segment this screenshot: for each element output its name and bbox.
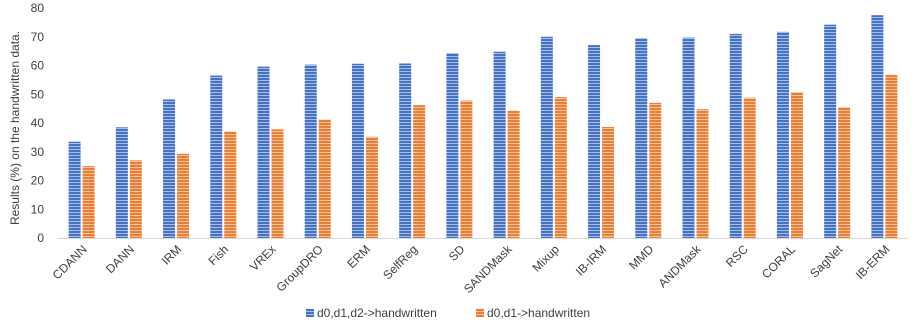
- y-tick-label: 70: [31, 30, 45, 44]
- bar-series-1: [729, 33, 742, 238]
- bar-series-1: [493, 51, 506, 239]
- bar-series-2: [177, 153, 190, 238]
- x-tick-label: RSC: [723, 242, 751, 270]
- legend-label: d0,d1->handwritten: [487, 306, 590, 320]
- x-tick-label: ANDMask: [656, 242, 705, 291]
- x-tick-label: IB-IRM: [573, 242, 609, 278]
- x-tick-label: IB-ERM: [853, 242, 893, 282]
- y-tick-label: 40: [31, 116, 45, 130]
- x-tick-label: SD: [446, 242, 468, 264]
- bar-series-2: [602, 127, 615, 238]
- bar-series-2: [696, 109, 709, 238]
- bar-series-2: [224, 131, 237, 238]
- bar-series-1: [635, 38, 648, 238]
- y-tick-label: 50: [31, 87, 45, 101]
- y-tick-label: 30: [31, 145, 45, 159]
- bar-series-2: [649, 102, 662, 238]
- bar-series-2: [271, 129, 284, 238]
- legend-label: d0,d1,d2->handwritten: [317, 306, 437, 320]
- x-tick-label: ERM: [344, 242, 373, 271]
- bar-series-1: [588, 45, 601, 239]
- y-axis-title: Results (%) on the handwritten data.: [8, 31, 22, 225]
- y-tick-label: 20: [31, 174, 45, 188]
- bar-series-1: [824, 24, 837, 238]
- bar-series-1: [304, 64, 317, 238]
- bar-series-2: [790, 92, 803, 238]
- bar-series-2: [413, 105, 426, 238]
- bar-series-1: [871, 15, 884, 238]
- y-tick-label: 10: [31, 202, 45, 216]
- x-tick-label: Fish: [205, 242, 231, 268]
- bar-series-2: [885, 74, 898, 238]
- bar-series-1: [776, 31, 789, 238]
- bar-series-2: [460, 100, 473, 238]
- legend: d0,d1,d2->handwritten d0,d1->handwritten: [306, 306, 590, 320]
- bar-series-2: [554, 97, 567, 238]
- bar-series-2: [838, 107, 851, 238]
- bar-series-1: [540, 36, 553, 238]
- x-tick-label: SelfReg: [380, 242, 420, 282]
- bar-series-2: [82, 166, 95, 238]
- y-tick-label: 60: [31, 59, 45, 73]
- x-tick-label: SagNet: [807, 242, 846, 281]
- bar-series-2: [743, 97, 756, 238]
- y-axis: 0 10 20 30 40 50 60 70 80: [31, 1, 45, 245]
- bar-series-2: [365, 136, 378, 238]
- x-tick-label: MMD: [626, 242, 656, 272]
- bar-series-1: [210, 75, 223, 238]
- x-tick-label: IRM: [159, 242, 184, 267]
- bar-series-1: [399, 63, 412, 238]
- bar-series-1: [257, 66, 270, 239]
- x-tick-label: Mixup: [529, 242, 562, 275]
- y-tick-label: 80: [31, 1, 45, 15]
- bar-series-1: [682, 37, 695, 238]
- y-tick-label: 0: [37, 231, 44, 245]
- bar-series-1: [446, 53, 459, 239]
- legend-swatch: [476, 309, 484, 317]
- x-tick-label: CORAL: [759, 242, 798, 281]
- bar-series-1: [115, 127, 128, 238]
- x-tick-label: GroupDRO: [273, 242, 325, 294]
- bars: [68, 15, 898, 239]
- x-tick-label: CDANN: [50, 242, 90, 282]
- x-tick-label: SANDMask: [461, 242, 515, 296]
- bar-series-2: [129, 160, 142, 238]
- x-tick-label: DANN: [103, 242, 137, 276]
- x-tick-label: VREx: [247, 242, 279, 274]
- bar-series-1: [351, 63, 364, 239]
- bar-series-1: [163, 99, 176, 238]
- bar-series-1: [68, 141, 81, 238]
- bar-series-2: [507, 110, 520, 238]
- bar-series-2: [318, 119, 331, 238]
- legend-swatch: [306, 309, 314, 317]
